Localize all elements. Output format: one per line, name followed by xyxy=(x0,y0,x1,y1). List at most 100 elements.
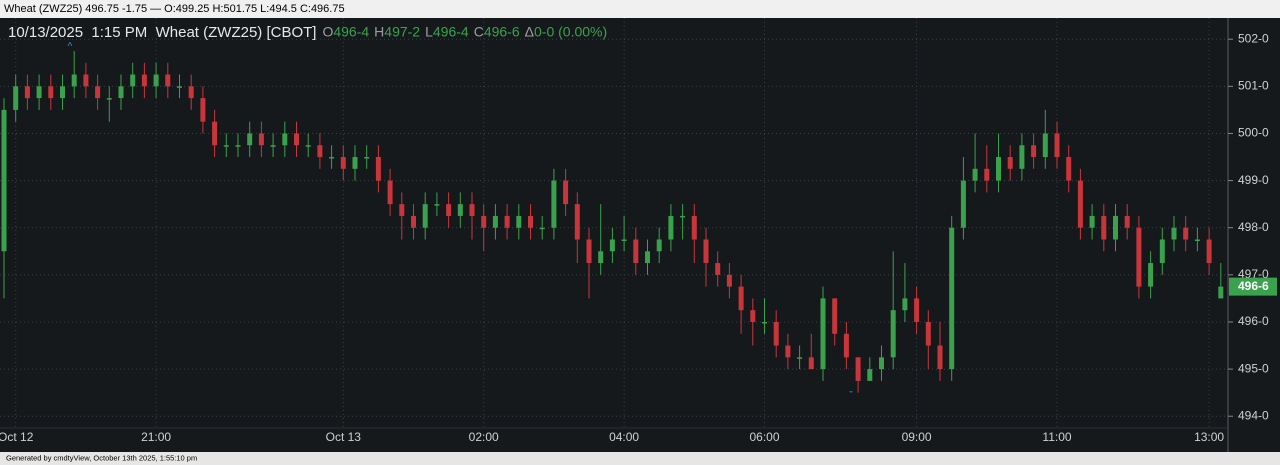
candle-body xyxy=(36,86,42,99)
candle-body xyxy=(1089,215,1095,228)
candle-body xyxy=(598,251,604,264)
candle-body xyxy=(890,310,896,358)
candle-body xyxy=(1218,286,1224,299)
candle-body xyxy=(1159,239,1165,264)
candle-body xyxy=(551,180,557,228)
candle-body xyxy=(797,357,803,359)
y-tick-label: 494-0 xyxy=(1238,408,1269,422)
footer-text: Generated by cmdtyView, October 13th 202… xyxy=(6,453,197,462)
candle-body xyxy=(118,86,124,99)
x-tick-label: 13:00 xyxy=(1194,430,1224,444)
candle-body xyxy=(399,204,405,216)
chart-title: 10/13/2025 1:15 PM Wheat (ZWZ25) [CBOT] xyxy=(8,24,316,41)
candle-body xyxy=(574,204,580,240)
candle-body xyxy=(996,157,1001,181)
x-tick-label: 06:00 xyxy=(749,430,779,444)
x-tick-label: 02:00 xyxy=(469,430,499,444)
ohlc-value: 496-4 xyxy=(433,24,469,40)
ohlc-value: 497-2 xyxy=(384,24,420,40)
candle-body xyxy=(1077,180,1083,228)
x-tick-label: 21:00 xyxy=(141,430,171,444)
candle-body xyxy=(153,74,159,87)
candle-body xyxy=(738,286,744,311)
candle-body xyxy=(1042,133,1048,158)
candle-body xyxy=(106,98,112,100)
footer-bar xyxy=(0,452,1280,465)
candle-body xyxy=(1031,145,1037,158)
candle-body xyxy=(247,133,253,146)
candle-body xyxy=(469,204,475,216)
candle-body xyxy=(808,357,814,370)
candle-body xyxy=(785,345,791,358)
candle-body xyxy=(13,86,19,110)
ohlc-header: 10/13/2025 1:15 PM Wheat (ZWZ25) [CBOT] … xyxy=(8,24,607,41)
ohlc-value: 496-4 xyxy=(333,24,369,40)
candle-body xyxy=(715,263,721,275)
y-tick-label: 499-0 xyxy=(1238,173,1269,187)
candle-body xyxy=(949,227,955,370)
candle-body xyxy=(703,239,709,264)
candle-body xyxy=(223,145,229,147)
y-tick-label: 496-0 xyxy=(1238,314,1269,328)
candle-body xyxy=(270,145,276,147)
y-tick-label: 502-0 xyxy=(1238,31,1269,45)
candle-body xyxy=(984,168,990,181)
candle-body xyxy=(668,215,674,240)
candle-body xyxy=(1183,227,1189,240)
candle-body xyxy=(855,357,861,381)
candle-body xyxy=(960,180,966,228)
ohlc-label: H xyxy=(374,24,384,40)
candle-body xyxy=(750,310,756,322)
x-tick-label: 09:00 xyxy=(902,430,932,444)
candle-body xyxy=(609,239,615,252)
candle-body xyxy=(1194,239,1200,241)
x-tick-label: Oct 13 xyxy=(326,430,362,444)
window-title: Wheat (ZWZ25) 496.75 -1.75 — O:499.25 H:… xyxy=(4,3,345,15)
candle-body xyxy=(282,133,288,146)
candle-body xyxy=(902,298,908,311)
y-tick-label: 497-0 xyxy=(1238,267,1269,281)
ohlc-value: 0-0 (0.00%) xyxy=(534,24,607,40)
candle-body xyxy=(492,215,498,228)
candle-body xyxy=(832,298,838,334)
x-tick-label: Oct 12 xyxy=(0,430,34,444)
candle-body xyxy=(563,180,569,205)
candles xyxy=(1,50,1224,393)
candle-body xyxy=(212,121,218,146)
candle-body xyxy=(375,157,381,181)
candle-body xyxy=(762,321,767,324)
ohlc-label: L xyxy=(425,24,433,40)
ohlc-label: C xyxy=(474,24,484,40)
candle-body xyxy=(71,74,77,87)
ohlc-value: 496-6 xyxy=(484,24,520,40)
candle-body xyxy=(1148,263,1154,287)
candle-body xyxy=(95,86,101,99)
candle-body xyxy=(539,227,545,230)
candle-body xyxy=(773,321,779,346)
candle-body xyxy=(879,357,884,370)
x-tick-label: 04:00 xyxy=(609,430,639,444)
candle-body xyxy=(528,215,533,228)
candle-body xyxy=(411,215,416,228)
candle-body xyxy=(633,239,639,264)
candle-body xyxy=(258,133,264,146)
candle-body xyxy=(1019,145,1025,169)
candle-body xyxy=(1113,215,1118,240)
candle-body xyxy=(294,133,299,146)
candle-body xyxy=(83,74,89,87)
candle-body xyxy=(457,204,463,216)
candle-body xyxy=(504,215,510,228)
candle-body xyxy=(516,215,522,228)
candle-body xyxy=(621,239,627,241)
candle-body xyxy=(1136,227,1142,287)
last-price-label: 496-6 xyxy=(1238,279,1269,293)
candle-body xyxy=(305,145,311,147)
y-tick-label: 495-0 xyxy=(1238,361,1269,375)
grid xyxy=(0,18,1228,428)
candle-body xyxy=(141,74,147,87)
candle-body xyxy=(691,215,697,240)
y-tick-label: 501-0 xyxy=(1238,79,1269,93)
candle-body xyxy=(200,98,206,122)
candle-body xyxy=(1054,133,1060,158)
